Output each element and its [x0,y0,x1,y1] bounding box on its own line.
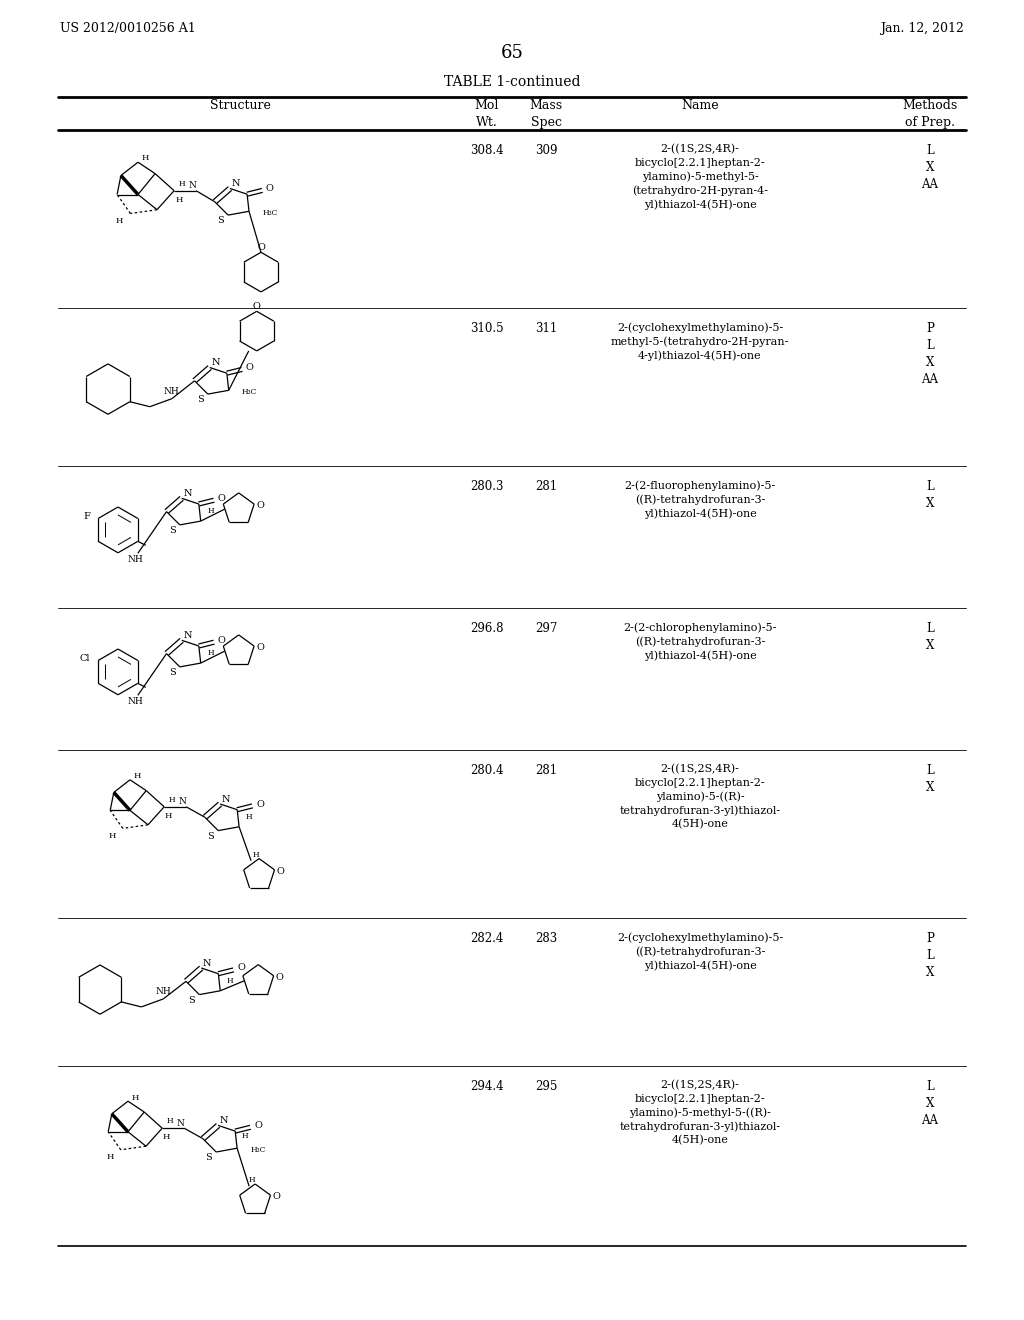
Text: H: H [227,977,233,985]
Text: H: H [242,1133,249,1140]
Text: NH: NH [128,554,143,564]
Text: F: F [83,512,90,521]
Text: O: O [256,643,264,652]
Text: O: O [246,363,254,372]
Text: O: O [256,800,264,808]
Text: TABLE 1-continued: TABLE 1-continued [443,75,581,88]
Text: L
X
AA: L X AA [922,144,939,191]
Text: O: O [218,636,225,644]
Text: O: O [266,183,273,193]
Text: NH: NH [156,987,171,997]
Text: H: H [106,1152,114,1162]
Text: 2-(2-fluorophenylamino)-5-
((R)-tetrahydrofuran-3-
yl)thiazol-4(5H)-one: 2-(2-fluorophenylamino)-5- ((R)-tetrahyd… [625,480,775,519]
Text: 2-((1S,2S,4R)-
bicyclo[2.2.1]heptan-2-
ylamino)-5-((R)-
tetrahydrofuran-3-yl)thi: 2-((1S,2S,4R)- bicyclo[2.2.1]heptan-2- y… [620,764,780,829]
Text: Cl: Cl [80,653,90,663]
Text: 2-((1S,2S,4R)-
bicyclo[2.2.1]heptan-2-
ylamino)-5-methyl-5-((R)-
tetrahydrofuran: 2-((1S,2S,4R)- bicyclo[2.2.1]heptan-2- y… [620,1080,780,1146]
Text: N: N [219,1117,228,1125]
Text: L
X: L X [926,764,934,795]
Text: H: H [142,154,150,162]
Text: N: N [178,797,186,807]
Text: S: S [169,527,175,535]
Text: Jan. 12, 2012: Jan. 12, 2012 [880,22,964,36]
Text: H: H [246,813,252,821]
Text: H: H [133,772,141,780]
Text: N: N [188,181,196,190]
Text: H: H [165,812,172,820]
Text: N: N [211,358,220,367]
Text: O: O [256,502,264,510]
Text: H₃C: H₃C [251,1146,266,1154]
Text: O: O [276,867,285,875]
Text: NH: NH [128,697,143,706]
Text: H: H [131,1093,139,1102]
Text: H₃C: H₃C [242,388,257,396]
Text: H: H [248,1176,255,1184]
Text: Structure: Structure [210,99,270,112]
Text: O: O [218,494,225,503]
Text: L
X: L X [926,480,934,510]
Text: 65: 65 [501,44,523,62]
Text: H: H [252,851,259,859]
Text: Mass
Spec: Mass Spec [529,99,562,129]
Text: US 2012/0010256 A1: US 2012/0010256 A1 [60,22,196,36]
Text: N: N [183,488,191,498]
Text: NH: NH [164,387,179,396]
Text: 283: 283 [535,932,557,945]
Text: 296.8: 296.8 [470,622,504,635]
Text: 281: 281 [535,764,557,777]
Text: Mol
Wt.: Mol Wt. [475,99,499,129]
Text: S: S [207,832,214,841]
Text: O: O [275,973,284,982]
Text: H: H [175,197,182,205]
Text: P
L
X
AA: P L X AA [922,322,939,385]
Text: 280.3: 280.3 [470,480,504,492]
Text: S: S [197,395,204,404]
Text: O: O [254,1121,262,1130]
Text: O: O [257,243,265,252]
Text: H: H [208,649,214,657]
Text: O: O [272,1192,281,1201]
Text: Methods
of Prep.: Methods of Prep. [902,99,957,129]
Text: H: H [167,1117,173,1125]
Text: H: H [116,216,123,226]
Text: O: O [238,964,245,973]
Text: N: N [176,1119,184,1127]
Text: H: H [109,832,116,840]
Text: H: H [208,507,214,515]
Text: S: S [188,995,196,1005]
Text: 282.4: 282.4 [470,932,504,945]
Text: S: S [205,1154,212,1162]
Text: L
X: L X [926,622,934,652]
Text: 280.4: 280.4 [470,764,504,777]
Text: H₃C: H₃C [262,209,278,218]
Text: 295: 295 [535,1080,557,1093]
Text: P
L
X: P L X [926,932,934,979]
Text: 308.4: 308.4 [470,144,504,157]
Text: 294.4: 294.4 [470,1080,504,1093]
Text: 297: 297 [535,622,557,635]
Text: 2-(2-chlorophenylamino)-5-
((R)-tetrahydrofuran-3-
yl)thiazol-4(5H)-one: 2-(2-chlorophenylamino)-5- ((R)-tetrahyd… [624,622,776,660]
Text: 2-((1S,2S,4R)-
bicyclo[2.2.1]heptan-2-
ylamino)-5-methyl-5-
(tetrahydro-2H-pyran: 2-((1S,2S,4R)- bicyclo[2.2.1]heptan-2- y… [632,144,768,210]
Text: N: N [203,958,211,968]
Text: 310.5: 310.5 [470,322,504,335]
Text: N: N [231,180,240,189]
Text: 281: 281 [535,480,557,492]
Text: H: H [169,796,175,804]
Text: 311: 311 [535,322,557,335]
Text: L
X
AA: L X AA [922,1080,939,1127]
Text: O: O [253,302,261,312]
Text: N: N [221,795,230,804]
Text: 2-(cyclohexylmethylamino)-5-
((R)-tetrahydrofuran-3-
yl)thiazol-4(5H)-one: 2-(cyclohexylmethylamino)-5- ((R)-tetrah… [616,932,783,970]
Text: S: S [169,668,175,677]
Text: Name: Name [681,99,719,112]
Text: N: N [183,631,191,640]
Text: H: H [179,180,185,187]
Text: 2-(cyclohexylmethylamino)-5-
methyl-5-(tetrahydro-2H-pyran-
4-yl)thiazol-4(5H)-o: 2-(cyclohexylmethylamino)-5- methyl-5-(t… [610,322,790,360]
Text: S: S [217,216,224,226]
Text: 309: 309 [535,144,557,157]
Text: H: H [163,1133,170,1142]
